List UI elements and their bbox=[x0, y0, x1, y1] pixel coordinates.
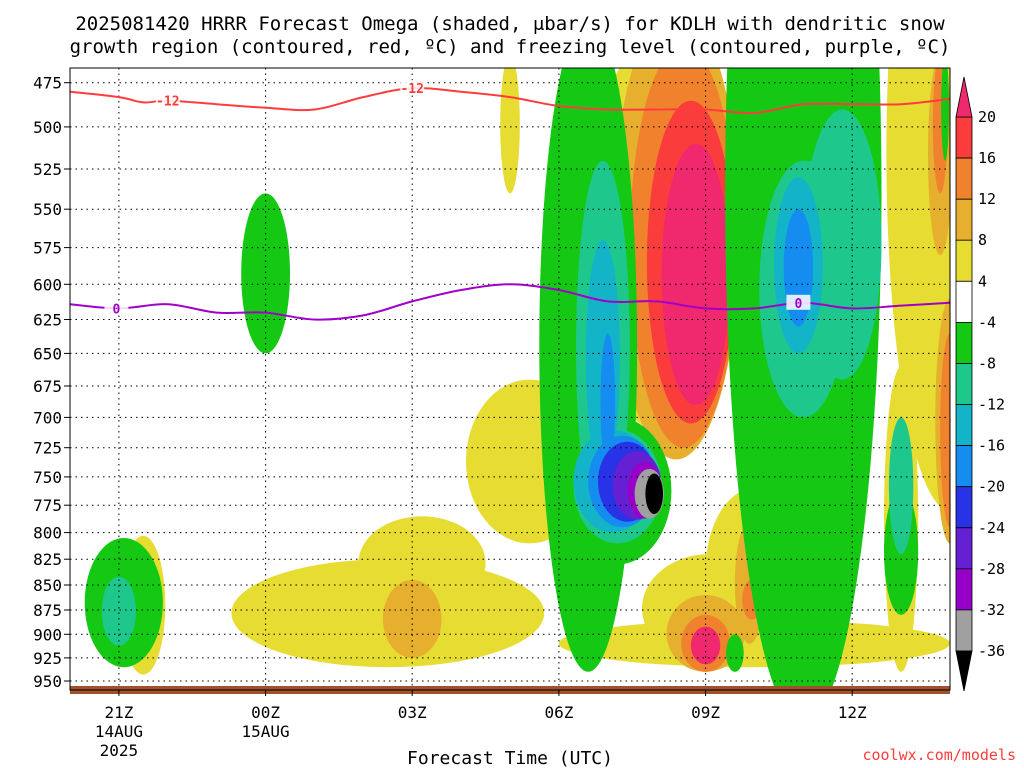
colorbar-tick-label: -32 bbox=[978, 601, 1005, 619]
omega-shaded-region bbox=[101, 576, 136, 646]
y-tick-label: 950 bbox=[33, 672, 62, 691]
colorbar-top-arrow bbox=[955, 76, 973, 118]
colorbar-swatch bbox=[955, 527, 973, 570]
colorbar-swatch bbox=[955, 280, 973, 323]
y-tick-label: 825 bbox=[33, 550, 62, 569]
colorbar-tick-label: -12 bbox=[978, 396, 1005, 414]
colorbar-swatch bbox=[955, 486, 973, 529]
colorbar-tick-label: -20 bbox=[978, 478, 1005, 496]
y-tick-label: 650 bbox=[33, 344, 62, 363]
x-tick-label: 09Z bbox=[691, 703, 720, 722]
omega-shaded-region bbox=[600, 333, 616, 472]
omega-shaded-region bbox=[941, 68, 949, 161]
dgz-contour-label-background bbox=[155, 92, 180, 108]
colorbar-swatch bbox=[955, 568, 973, 611]
dgz-contour-label: -12 bbox=[156, 95, 179, 110]
x-tick-label: 03Z bbox=[398, 703, 427, 722]
colorbar-tick-label: 4 bbox=[978, 272, 987, 290]
x-tick-label: 06Z bbox=[544, 703, 573, 722]
colorbar-tick-label: -4 bbox=[978, 313, 996, 331]
colorbar-swatch bbox=[955, 445, 973, 488]
temperature-contours-layer: -12 -12 0 0 bbox=[70, 80, 950, 321]
colorbar-tick-label: -28 bbox=[978, 560, 1005, 578]
dgz-contour-label-background bbox=[400, 80, 425, 96]
credit-link[interactable]: coolwx.com/models bbox=[862, 746, 1016, 764]
colorbar-tick-label: 8 bbox=[978, 231, 987, 249]
colorbar-tick-label: 12 bbox=[978, 190, 996, 208]
y-tick-label: 850 bbox=[33, 576, 62, 595]
x-axis-label: Forecast Time (UTC) bbox=[407, 748, 613, 768]
omega-shaded-region bbox=[888, 417, 914, 554]
plot-frame bbox=[69, 67, 951, 691]
omega-shaded-region bbox=[726, 634, 744, 672]
colorbar-swatch bbox=[955, 116, 973, 159]
colorbar-swatch bbox=[955, 157, 973, 200]
pressure-axis: 475 500 525 550 575 600 625 650 675 700 725 750 775 8… bbox=[33, 74, 70, 691]
y-tick-label: 500 bbox=[33, 118, 62, 137]
x-tick-label: 00Z bbox=[251, 703, 280, 722]
chart-title-line-1: 2025081420 HRRR Forecast Omega (shaded, … bbox=[75, 13, 945, 35]
x-tick-label: 12Z bbox=[838, 703, 867, 722]
colorbar-swatch bbox=[955, 239, 973, 282]
omega-shaded-region bbox=[661, 144, 730, 405]
colorbar-tick-label: 20 bbox=[978, 108, 996, 126]
x-tick-label: 14AUG bbox=[95, 722, 143, 741]
chart-title-line-2: growth region (contoured, red, ºC) and f… bbox=[70, 36, 951, 58]
x-tick-label: 21Z bbox=[104, 703, 133, 722]
colorbar-tick-label: 16 bbox=[978, 149, 996, 167]
omega-shaded-region bbox=[645, 473, 663, 515]
colorbar-bottom-arrow bbox=[955, 650, 973, 692]
omega-shaded-region bbox=[500, 68, 520, 194]
colorbar-swatch bbox=[955, 404, 973, 446]
colorbar-tick-label: -24 bbox=[978, 519, 1005, 537]
grid-lines bbox=[70, 68, 950, 690]
colorbar-tick-label: -36 bbox=[978, 642, 1005, 660]
colorbar-swatch bbox=[955, 198, 973, 241]
y-tick-label: 575 bbox=[33, 239, 62, 258]
y-tick-label: 800 bbox=[33, 524, 62, 543]
freezing-level-contour-label-background bbox=[786, 294, 811, 310]
x-tick-label: 2025 bbox=[100, 741, 139, 760]
y-tick-label: 875 bbox=[33, 601, 62, 620]
freezing-level-contour-label-background bbox=[104, 300, 129, 316]
y-tick-label: 725 bbox=[33, 439, 62, 458]
y-tick-label: 625 bbox=[33, 311, 62, 330]
omega-shaded-region bbox=[940, 333, 950, 528]
dgz-contour-label: -12 bbox=[400, 82, 423, 97]
colorbar-tick-label: -8 bbox=[978, 355, 996, 373]
colorbar-swatch bbox=[955, 363, 973, 405]
freezing-level-contour-label: 0 bbox=[794, 297, 802, 312]
colorbar-swatch bbox=[955, 609, 973, 652]
y-tick-label: 550 bbox=[33, 200, 62, 219]
y-tick-label: 775 bbox=[33, 496, 62, 515]
omega-colorbar: 20 16 12 8 4 -4 -8 -12 -16 -20 -24 -28 -32 -36 bbox=[955, 76, 1005, 692]
colorbar-tick-label: -16 bbox=[978, 437, 1005, 455]
colorbar-swatch bbox=[955, 321, 973, 364]
omega-shaded-region bbox=[803, 109, 882, 380]
y-tick-label: 750 bbox=[33, 468, 62, 487]
y-tick-label: 600 bbox=[33, 275, 62, 294]
y-tick-label: 925 bbox=[33, 649, 62, 668]
omega-shading-layer bbox=[84, 68, 950, 690]
y-tick-label: 700 bbox=[33, 408, 62, 427]
y-tick-label: 900 bbox=[33, 625, 62, 644]
y-tick-label: 525 bbox=[33, 160, 62, 179]
y-tick-label: 675 bbox=[33, 377, 62, 396]
freezing-level-contour-label: 0 bbox=[112, 302, 120, 317]
y-tick-label: 475 bbox=[33, 74, 62, 93]
x-tick-label: 15AUG bbox=[242, 722, 290, 741]
omega-shaded-region bbox=[358, 516, 486, 610]
